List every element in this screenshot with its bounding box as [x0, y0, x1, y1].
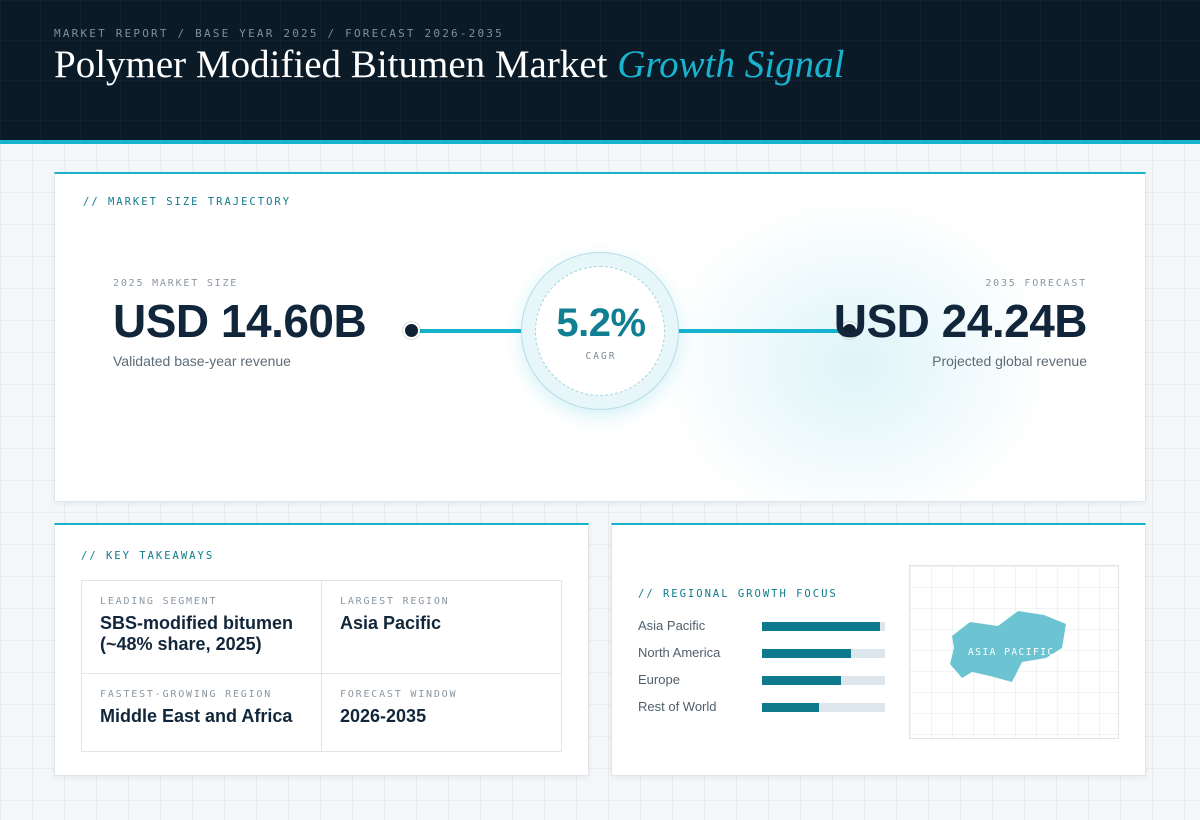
- region-row: North America: [638, 645, 888, 661]
- takeaway-largest-region: LARGEST REGION Asia Pacific: [340, 596, 555, 634]
- takeaway-key: LARGEST REGION: [340, 596, 450, 607]
- start-marker: [403, 322, 420, 339]
- panel-label-takeaways: // KEY TAKEAWAYS: [81, 550, 215, 562]
- takeaway-value: SBS-modified bitumen (~48% share, 2025): [100, 613, 293, 654]
- forecast-size-value: USD 24.24B: [833, 295, 1088, 347]
- map-region-label: ASIA PACIFIC: [968, 647, 1055, 658]
- region-map: ASIA PACIFIC: [909, 565, 1119, 739]
- region-name: Europe: [638, 672, 680, 687]
- end-marker: [841, 322, 858, 339]
- region-row: Rest of World: [638, 699, 888, 715]
- grid-divider-vertical: [321, 581, 322, 751]
- region-row: Asia Pacific: [638, 618, 888, 634]
- takeaway-key: LEADING SEGMENT: [100, 596, 218, 607]
- region-row: Europe: [638, 672, 888, 688]
- forecast-glow: [655, 194, 1055, 501]
- cagr-label: CAGR: [585, 351, 617, 362]
- cagr-badge: 5.2% CAGR: [521, 252, 679, 410]
- region-bar-fill: [762, 649, 851, 658]
- panel-label-trajectory: // MARKET SIZE TRAJECTORY: [83, 196, 292, 208]
- takeaway-value: Asia Pacific: [340, 613, 442, 633]
- region-bar-fill: [762, 703, 819, 712]
- forecast-size-label: 2035 FORECAST: [985, 278, 1087, 289]
- region-name: Rest of World: [638, 699, 717, 714]
- report-breadcrumb: MARKET REPORT / BASE YEAR 2025 / FORECAS…: [54, 27, 504, 40]
- region-name: North America: [638, 645, 721, 660]
- takeaway-key: FORECAST WINDOW: [340, 689, 458, 700]
- panel-label-regional: // REGIONAL GROWTH FOCUS: [638, 588, 838, 600]
- cagr-value: 5.2%: [556, 301, 646, 345]
- key-takeaways-panel: // KEY TAKEAWAYS LEADING SEGMENT SBS-mod…: [54, 523, 589, 776]
- takeaway-leading-segment: LEADING SEGMENT SBS-modified bitumen (~4…: [100, 596, 315, 655]
- region-bar-track: [762, 622, 885, 631]
- page-title: Polymer Modified Bitumen Market Growth S…: [54, 42, 844, 87]
- takeaways-grid: LEADING SEGMENT SBS-modified bitumen (~4…: [81, 580, 562, 752]
- region-bar-fill: [762, 676, 841, 685]
- title-accent: Growth Signal: [617, 43, 845, 86]
- takeaway-value: Middle East and Africa: [100, 706, 293, 726]
- takeaway-key: FASTEST-GROWING REGION: [100, 689, 273, 700]
- market-size-panel: // MARKET SIZE TRAJECTORY 2025 MARKET SI…: [54, 172, 1146, 502]
- region-bar-fill: [762, 622, 881, 631]
- report-header: MARKET REPORT / BASE YEAR 2025 / FORECAS…: [0, 0, 1200, 144]
- asia-pacific-map-shape: [950, 611, 1066, 682]
- base-size-caption: Validated base-year revenue: [113, 353, 291, 369]
- region-name: Asia Pacific: [638, 618, 706, 633]
- title-main: Polymer Modified Bitumen Market: [54, 43, 608, 86]
- takeaway-value: 2026-2035: [340, 706, 427, 726]
- grid-divider-horizontal: [82, 673, 561, 674]
- base-size-label: 2025 MARKET SIZE: [113, 278, 239, 289]
- forecast-size-caption: Projected global revenue: [932, 353, 1087, 369]
- base-size-value: USD 14.60B: [113, 295, 367, 347]
- region-bar-track: [762, 676, 885, 685]
- regional-growth-panel: // REGIONAL GROWTH FOCUS Asia Pacific No…: [611, 523, 1146, 776]
- region-bar-track: [762, 703, 885, 712]
- takeaway-forecast-window: FORECAST WINDOW 2026-2035: [340, 689, 555, 727]
- takeaway-fastest-region: FASTEST-GROWING REGION Middle East and A…: [100, 689, 315, 727]
- cagr-inner-circle: 5.2% CAGR: [535, 266, 665, 396]
- region-bar-track: [762, 649, 885, 658]
